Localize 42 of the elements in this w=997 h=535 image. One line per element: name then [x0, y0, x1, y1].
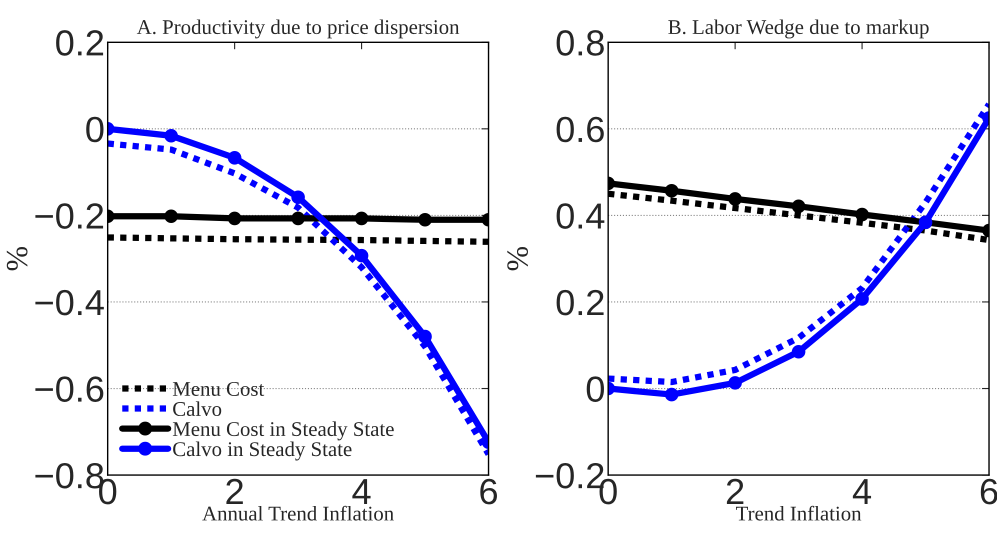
point [164, 209, 178, 224]
point [855, 292, 869, 306]
point [728, 192, 742, 206]
y-tick-label: −0.6 [35, 376, 104, 402]
y-tick-label: 0 [586, 376, 604, 402]
x-tick-label: 4 [852, 479, 872, 504]
y-axis-title: % [6, 246, 28, 270]
y-tick-label: 0.2 [556, 290, 604, 316]
point [792, 200, 806, 214]
point [228, 151, 242, 165]
legend-label: Calvo [173, 401, 222, 416]
point [418, 330, 432, 344]
x-axis-title: Trend Inflation [736, 506, 862, 521]
point [228, 212, 242, 226]
x-tick-label: 2 [726, 478, 744, 504]
legend-label: Menu Cost [172, 382, 264, 396]
y-axis-title: % [507, 246, 528, 270]
legend-label: Menu Cost in Steady State [172, 421, 394, 440]
y-tick-label: 0.6 [556, 116, 604, 142]
chart-title: B. Labor Wedge due to markup [668, 19, 929, 38]
point [418, 212, 432, 226]
point [164, 128, 178, 143]
point [792, 344, 806, 358]
x-axis-title: Annual Trend Inflation [202, 506, 394, 521]
y-tick-label: 0.8 [556, 30, 604, 56]
point [291, 212, 305, 226]
y-tick-label: −0.4 [35, 290, 104, 316]
chart-title: A. Productivity due to price dispersion [136, 19, 460, 38]
x-tick-label: 4 [352, 479, 371, 504]
x-tick-label: 6 [980, 478, 997, 504]
point [855, 208, 869, 222]
point [354, 248, 368, 262]
y-tick-label: −0.2 [35, 203, 104, 229]
y-tick-label: 0.4 [556, 203, 604, 229]
point [291, 190, 305, 204]
y-tick-label: 0 [86, 116, 104, 142]
point [728, 376, 742, 390]
x-tick-label: 6 [480, 478, 497, 504]
x-tick-label: 2 [226, 478, 243, 504]
y-tick-label: 0.2 [56, 30, 104, 56]
legend-label: Calvo in Steady State [173, 442, 352, 460]
point [354, 212, 368, 226]
